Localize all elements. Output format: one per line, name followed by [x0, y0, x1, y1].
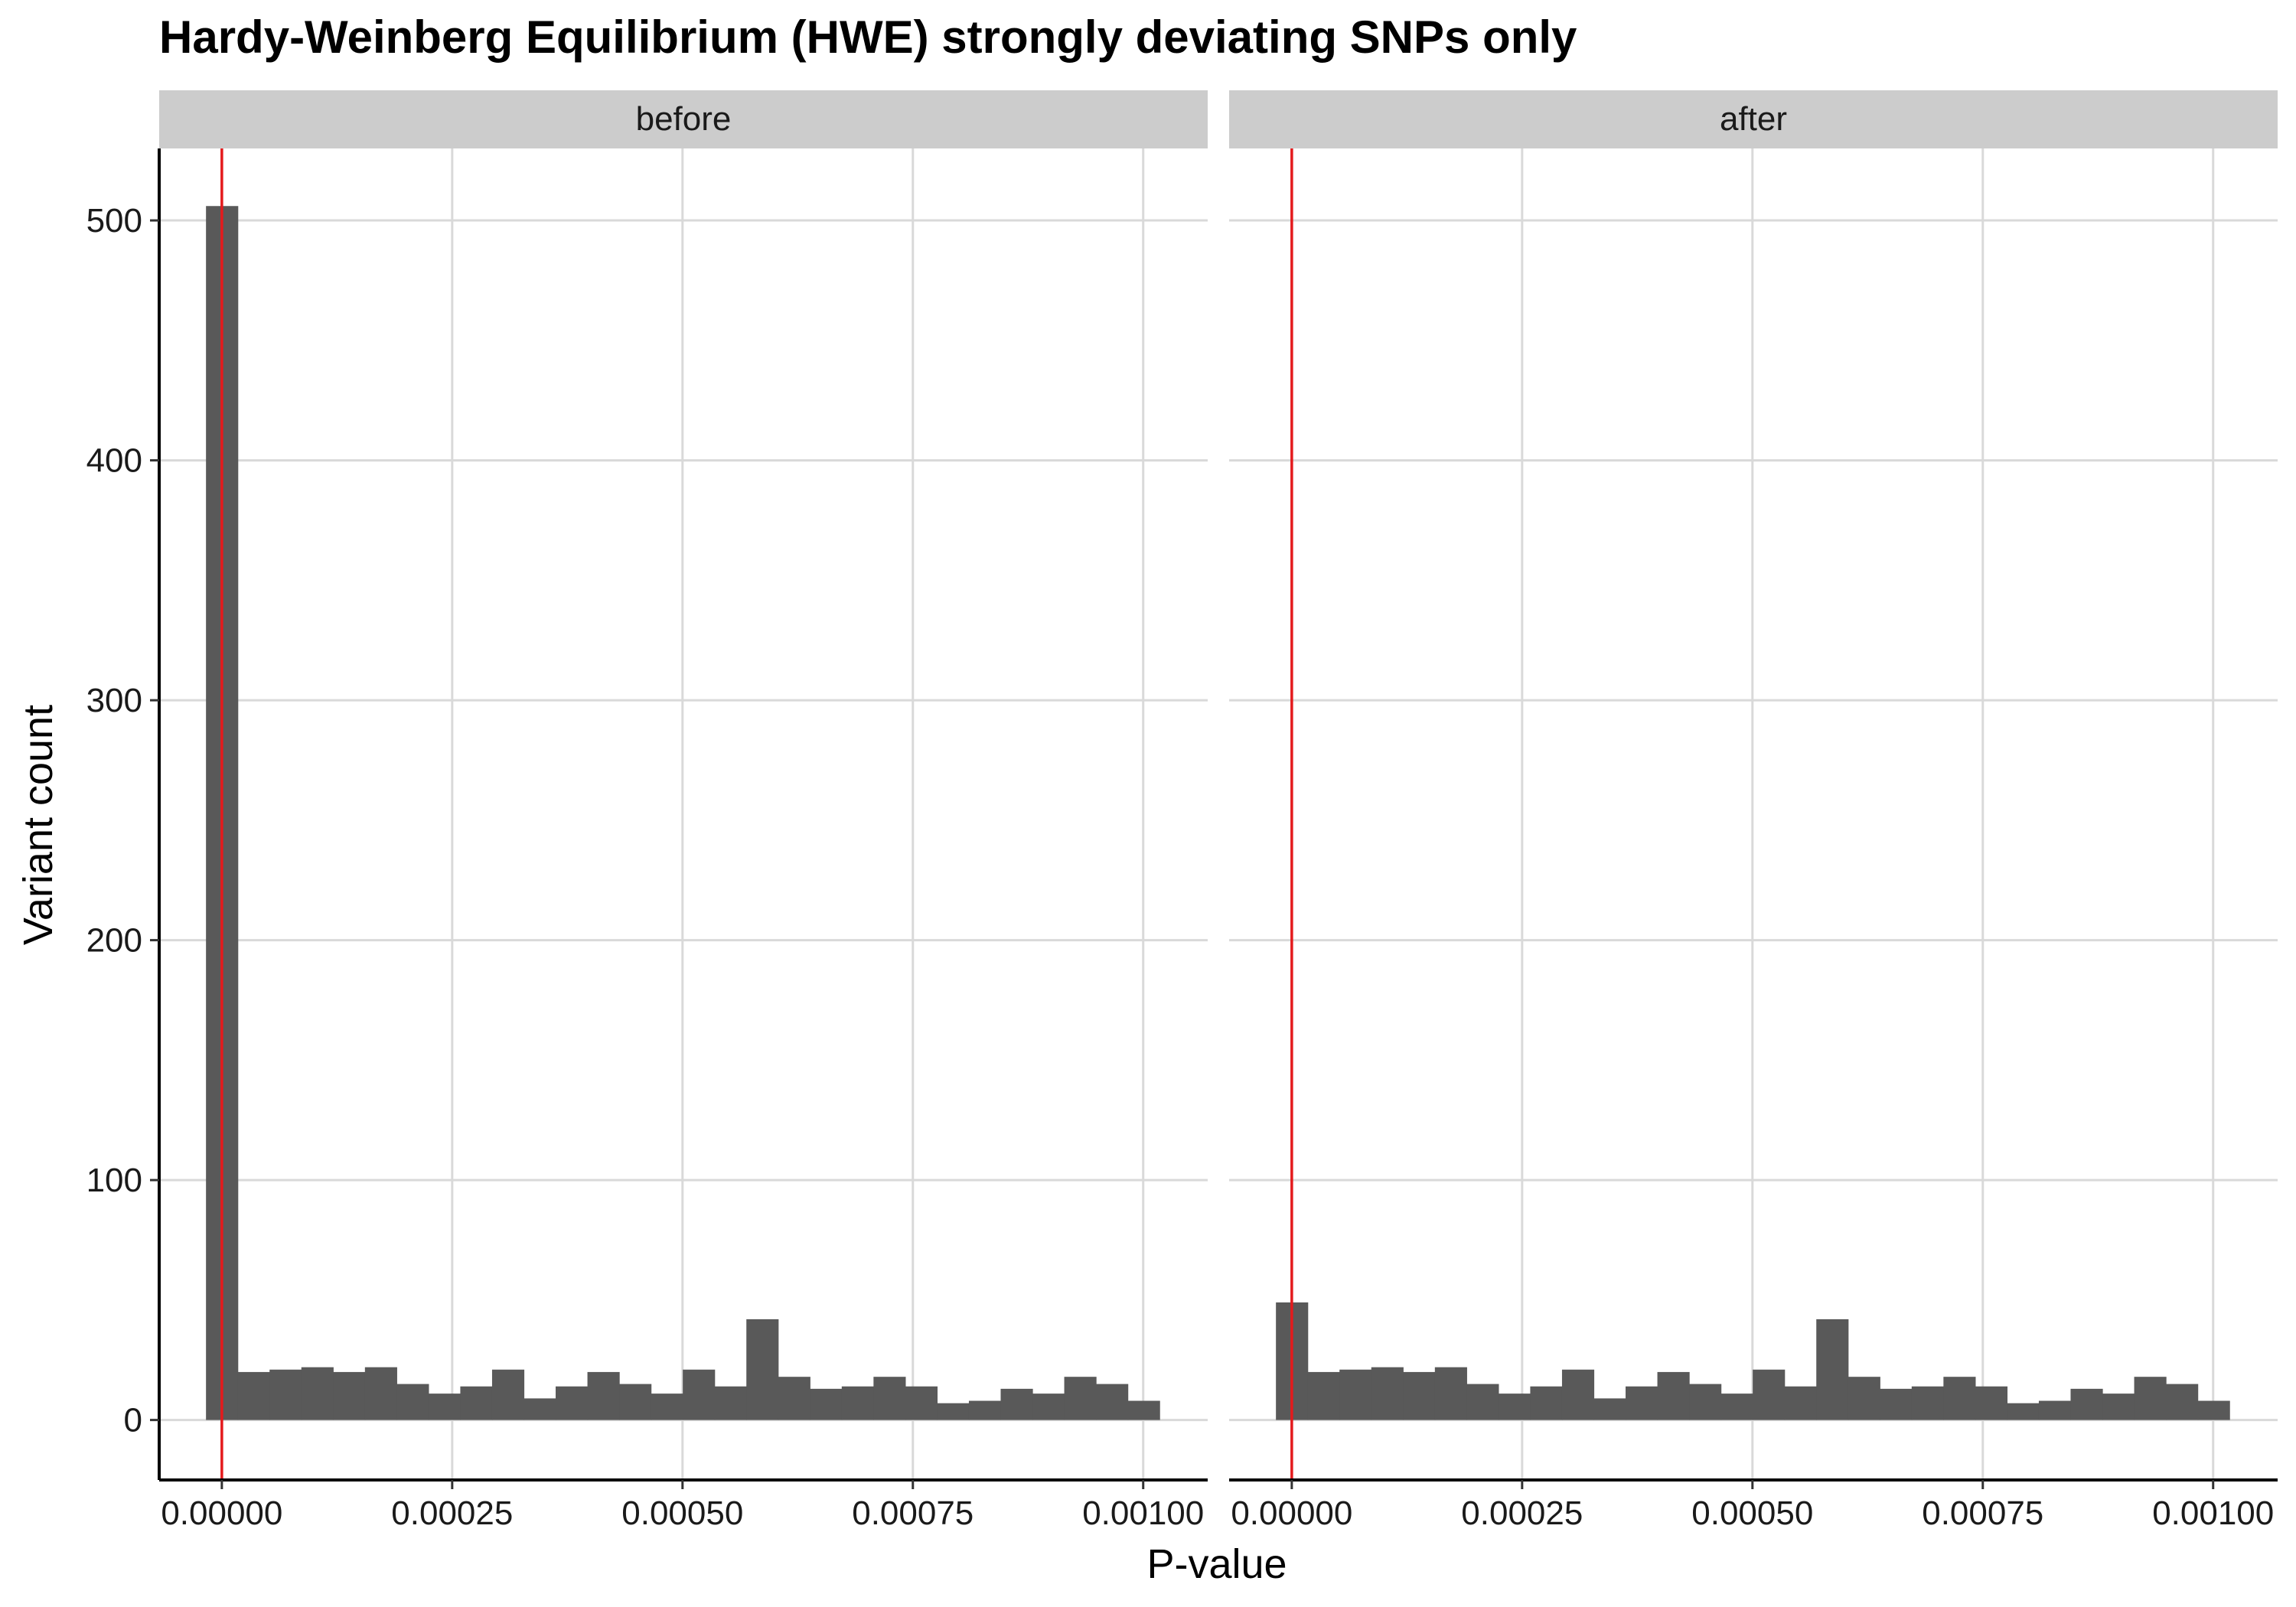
histogram-bar — [2134, 1377, 2167, 1420]
histogram-bar — [1626, 1386, 1658, 1420]
histogram-bar — [1466, 1384, 1499, 1420]
histogram-bar — [1975, 1386, 2008, 1420]
histogram-bar — [2197, 1400, 2230, 1420]
histogram-bar — [841, 1386, 874, 1420]
y-tick-label: 400 — [86, 442, 142, 480]
histogram-bar — [1720, 1393, 1753, 1420]
x-tick-label: 0.00025 — [1461, 1495, 1583, 1532]
histogram-bar — [778, 1377, 810, 1420]
y-tick-label: 0 — [124, 1402, 142, 1439]
histogram-bar — [810, 1388, 843, 1420]
x-tick-label: 0.00050 — [1691, 1495, 1813, 1532]
histogram-bar — [1880, 1388, 1913, 1420]
histogram-bar — [333, 1371, 366, 1420]
histogram-bar — [1307, 1371, 1340, 1420]
histogram-bar — [1000, 1388, 1033, 1420]
histogram-bar — [1753, 1369, 1786, 1420]
histogram-bar — [1127, 1400, 1160, 1420]
panel-before: before 0 100 200 300 400 500 0.00000 0.00025 0.00… — [86, 90, 1208, 1532]
histogram-bar — [237, 1371, 270, 1420]
histogram-bar — [873, 1377, 906, 1420]
histogram-bar — [269, 1369, 302, 1420]
histogram-bar — [1911, 1386, 1944, 1420]
y-tick-label: 200 — [86, 922, 142, 960]
histogram-bar — [491, 1369, 525, 1420]
histogram-bar — [1371, 1367, 1404, 1420]
histogram-bar — [1434, 1367, 1467, 1420]
chart-title: Hardy-Weinberg Equilibrium (HWE) strongl… — [159, 11, 1577, 63]
histogram-bar — [1032, 1393, 1065, 1420]
histogram-bar — [968, 1400, 1002, 1420]
histogram-bar — [1498, 1393, 1531, 1420]
facet-strip-label: after — [1720, 100, 1787, 138]
histogram-bar — [1816, 1319, 1849, 1420]
facet-strip — [1229, 90, 2278, 148]
histogram-bar — [460, 1386, 493, 1420]
histogram-bar — [1593, 1398, 1626, 1420]
y-tick-label: 300 — [86, 682, 142, 719]
histogram-bar — [428, 1393, 461, 1420]
histogram-bar — [651, 1393, 683, 1420]
histogram-bar — [1657, 1371, 1690, 1420]
y-axis-title: Variant count — [15, 705, 61, 945]
histogram-bar — [746, 1319, 779, 1420]
x-tick-label: 0.00050 — [621, 1495, 743, 1532]
facet-strip-label: before — [636, 100, 732, 138]
x-tick-label: 0.00025 — [391, 1495, 513, 1532]
histogram-bar — [2038, 1400, 2072, 1420]
histogram-bar — [1339, 1369, 1372, 1420]
histogram-bar — [1784, 1386, 1817, 1420]
histogram-bar — [2102, 1393, 2135, 1420]
x-axis-title: P-value — [1146, 1541, 1287, 1587]
histogram-bar — [556, 1386, 589, 1420]
histogram-bar — [587, 1371, 620, 1420]
facet-strip — [159, 90, 1208, 148]
histogram-bar — [2070, 1388, 2103, 1420]
histogram-bar — [364, 1367, 397, 1420]
histogram-bar — [1530, 1386, 1563, 1420]
histogram-bar — [683, 1369, 716, 1420]
histogram-bar — [301, 1367, 334, 1420]
histogram-bar — [905, 1386, 938, 1420]
histogram-bar — [396, 1384, 429, 1420]
histogram-bar — [619, 1384, 652, 1420]
histogram-bar — [1561, 1369, 1595, 1420]
x-tick-label: 0.00075 — [1922, 1495, 2043, 1532]
panel-after: after 0.00000 0.00025 0.00050 0.00075 0.00100 — [1229, 90, 2278, 1532]
histogram-bar — [937, 1403, 970, 1420]
x-tick-label: 0.00075 — [852, 1495, 974, 1532]
histogram-bar — [2007, 1403, 2040, 1420]
histogram-bar — [2166, 1384, 2199, 1420]
y-tick-label: 100 — [86, 1162, 142, 1199]
histogram-bar — [523, 1398, 556, 1420]
histogram-bar — [1848, 1377, 1880, 1420]
histogram-bar — [1096, 1384, 1129, 1420]
y-tick-label: 500 — [86, 202, 142, 240]
x-tick-label: 0.00100 — [1082, 1495, 1204, 1532]
histogram-bar — [1403, 1371, 1436, 1420]
x-tick-label: 0.00000 — [161, 1495, 282, 1532]
x-tick-label: 0.00100 — [2152, 1495, 2274, 1532]
histogram-bar — [1943, 1377, 1976, 1420]
histogram-bar — [1689, 1384, 1722, 1420]
histogram-bar — [714, 1386, 747, 1420]
histogram-bar — [1064, 1377, 1097, 1420]
x-tick-label: 0.00000 — [1231, 1495, 1352, 1532]
